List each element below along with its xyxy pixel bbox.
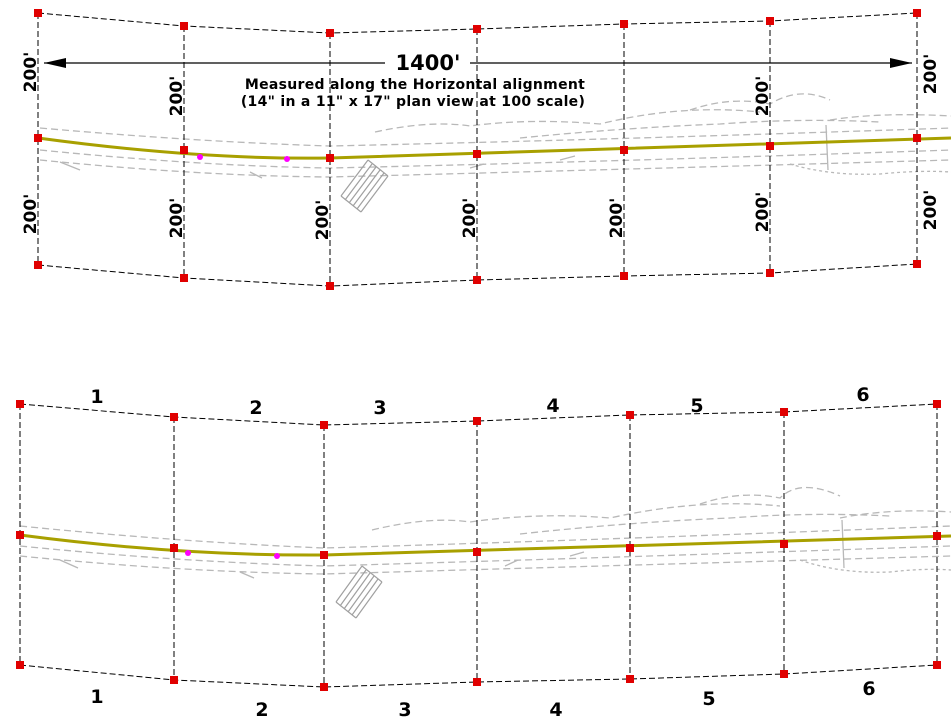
bottom-panel: 1 2 3 4 5 6 1 2 3 4 5 6 — [16, 384, 951, 720]
vertex-marker — [473, 276, 481, 284]
curve-points-top — [197, 154, 290, 162]
vertex-marker — [780, 670, 788, 678]
building-hatch-top — [340, 159, 389, 213]
vertex-marker — [16, 531, 24, 539]
vertex-marker — [34, 9, 42, 17]
vertex-marker — [16, 400, 24, 408]
offset-label: 200' — [753, 76, 773, 117]
vertex-marker — [780, 540, 788, 548]
vertex-marker — [320, 683, 328, 691]
segment-label: 5 — [702, 688, 715, 710]
offset-label: 200' — [167, 76, 187, 117]
vertex-marker — [766, 17, 774, 25]
curve-point — [274, 553, 280, 559]
topo-linework-top — [39, 93, 951, 179]
vertex-marker — [913, 9, 921, 17]
segment-label: 3 — [373, 397, 386, 419]
vertex-marker — [326, 282, 334, 290]
horizontal-alignment-bottom — [19, 533, 951, 557]
offset-label: 200' — [167, 198, 187, 239]
vertex-marker — [326, 29, 334, 37]
vertex-marker — [933, 532, 941, 540]
offset-label: 200' — [921, 54, 941, 95]
vertex-marker — [473, 150, 481, 158]
vertex-marker — [473, 678, 481, 686]
vertex-marker — [473, 548, 481, 556]
vertex-marker — [780, 408, 788, 416]
curve-point — [197, 154, 203, 160]
segment-label: 2 — [255, 699, 268, 720]
vertex-marker — [34, 134, 42, 142]
vertex-marker — [626, 411, 634, 419]
vertex-marker — [34, 261, 42, 269]
vertex-marker — [766, 269, 774, 277]
segment-label: 4 — [546, 395, 559, 417]
vertex-markers-top — [34, 9, 921, 290]
vertex-marker — [170, 413, 178, 421]
offset-label: 200' — [21, 52, 41, 93]
vertex-marker — [913, 134, 921, 142]
vertex-marker — [180, 22, 188, 30]
vertex-marker — [933, 661, 941, 669]
offset-label: 200' — [313, 200, 333, 241]
measurement-note-line2: (14" in a 11" x 17" plan view at 100 sca… — [241, 94, 585, 110]
vertex-marker — [326, 154, 334, 162]
vertex-marker — [766, 142, 774, 150]
vertex-marker — [473, 417, 481, 425]
sheet-grid-top — [37, 12, 918, 287]
curve-point — [284, 156, 290, 162]
offset-label: 200' — [607, 198, 627, 239]
offset-label: 200' — [21, 194, 41, 235]
segment-labels-top-row: 1 2 3 4 5 6 — [90, 384, 869, 419]
sheet-grid-bottom — [19, 403, 938, 688]
vertex-marker — [933, 400, 941, 408]
offset-labels-top: 200' 200' 200' 200' 200' 200' 200' 200' … — [21, 52, 941, 241]
segment-labels-bottom-row: 1 2 3 4 5 6 — [90, 678, 875, 720]
vertex-marker — [170, 544, 178, 552]
segment-label: 1 — [90, 686, 103, 708]
measurement-note-line1: Measured along the Horizontal alignment — [245, 77, 585, 93]
vertex-marker — [620, 146, 628, 154]
vertex-marker — [16, 661, 24, 669]
vertex-marker — [170, 676, 178, 684]
vertex-marker — [620, 20, 628, 28]
building-hatch-bottom — [335, 565, 383, 619]
vertex-marker — [180, 146, 188, 154]
segment-label: 1 — [90, 386, 103, 408]
vertex-marker — [626, 675, 634, 683]
segment-label: 6 — [856, 384, 869, 406]
horizontal-alignment-top — [37, 136, 951, 160]
segment-label: 4 — [549, 699, 562, 720]
offset-label: 200' — [460, 198, 480, 239]
vertex-marker — [913, 260, 921, 268]
total-dimension-label: 1400' — [396, 51, 461, 75]
segment-label: 6 — [862, 678, 875, 700]
vertex-marker — [180, 274, 188, 282]
dimension-line-1400: 1400' — [44, 51, 912, 75]
offset-label: 200' — [753, 192, 773, 233]
curve-points-bottom — [185, 550, 280, 559]
curve-point — [185, 550, 191, 556]
vertex-marker — [320, 421, 328, 429]
vertex-marker — [320, 551, 328, 559]
offset-label: 200' — [921, 190, 941, 231]
segment-label: 3 — [398, 699, 411, 720]
vertex-marker — [473, 25, 481, 33]
top-panel: 1400' Measured along the Horizontal alig… — [21, 9, 951, 290]
vertex-marker — [626, 544, 634, 552]
segment-label: 2 — [249, 397, 262, 419]
segment-label: 5 — [690, 395, 703, 417]
vertex-markers-bottom — [16, 400, 941, 691]
vertex-marker — [620, 272, 628, 280]
topo-linework-bottom — [19, 486, 951, 579]
